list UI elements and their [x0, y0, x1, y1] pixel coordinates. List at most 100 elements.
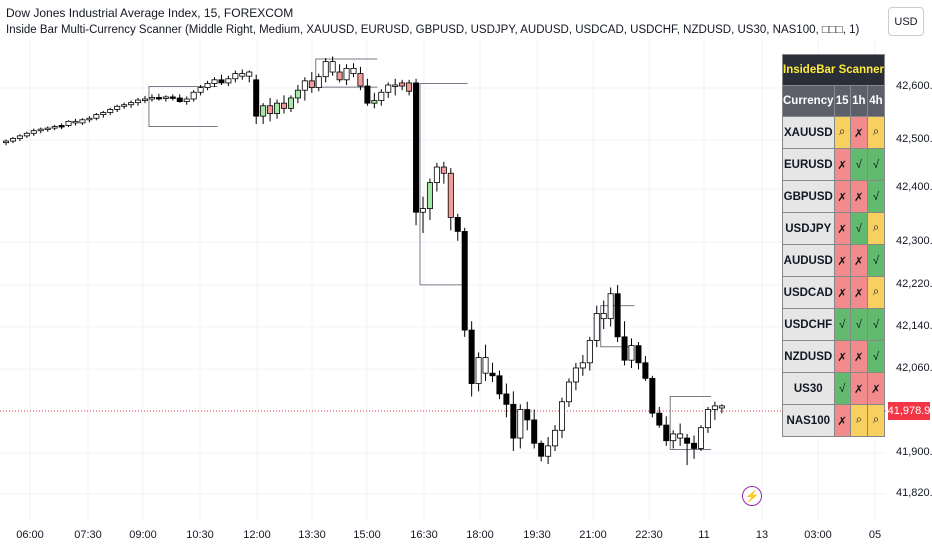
scanner-row-xauusd: XAUUSD ⌕ ✗ ⌕ — [782, 116, 886, 149]
scanner-row-eurusd: EURUSD ✗ √ √ — [782, 148, 886, 181]
candle-body — [336, 71, 343, 81]
signal-cell: ✗ — [849, 244, 868, 277]
symbol-cell: EURUSD — [782, 148, 835, 181]
price-tick-label: 42,400.0 — [896, 181, 932, 193]
candle-body — [572, 367, 579, 383]
candle-body — [426, 182, 433, 209]
candle-body — [371, 100, 378, 104]
signal-cell: ⌕ — [849, 404, 868, 437]
candle-body — [691, 442, 698, 449]
signal-cell: ⌕ — [866, 276, 886, 309]
current-price-label: 41,978.9 — [888, 402, 930, 420]
candle-body — [107, 109, 114, 113]
signal-cell: ⌕ — [833, 116, 851, 149]
candle-body — [253, 79, 260, 117]
signal-cell: ✗ — [833, 404, 851, 437]
candle-body — [23, 132, 30, 137]
candle-body — [183, 98, 190, 103]
candle-body — [280, 102, 287, 109]
candle-body — [656, 412, 663, 426]
price-tick-label: 41,900.0 — [896, 446, 932, 458]
candle-body — [621, 336, 628, 361]
time-tick-label: 11 — [698, 529, 710, 541]
signal-cell: ⌕ — [866, 116, 886, 149]
candle-body — [552, 429, 559, 447]
candle-body — [579, 362, 586, 369]
scanner-row-usdcad: USDCAD ✗ ✗ ⌕ — [782, 276, 886, 309]
candle-body — [218, 79, 225, 84]
time-tick-label: 16:30 — [410, 529, 438, 541]
candle-body — [718, 405, 725, 409]
symbol-cell: USDCAD — [782, 276, 835, 309]
candle-body — [565, 381, 572, 403]
candle-body — [406, 82, 413, 92]
symbol-cell: NZDUSD — [782, 340, 835, 373]
time-tick-label: 12:00 — [243, 529, 271, 541]
lightning-icon[interactable]: ⚡ — [742, 486, 762, 506]
signal-cell: √ — [849, 308, 868, 341]
price-tick-label: 42,500.0 — [896, 133, 932, 145]
candle-body — [128, 102, 135, 106]
signal-cell: ⌕ — [866, 212, 886, 245]
candle-body — [392, 84, 399, 87]
time-tick-label: 09:00 — [129, 529, 157, 541]
candle-body — [308, 80, 315, 88]
symbol-cell: USDCHF — [782, 308, 835, 341]
candle-body — [141, 98, 148, 101]
candle-body — [447, 172, 454, 218]
column-header-4h: 4h — [866, 85, 886, 117]
candle-body — [190, 91, 197, 100]
candle-body — [510, 403, 517, 439]
candle-body — [586, 340, 593, 364]
candle-body — [357, 73, 364, 87]
symbol-cell: NAS100 — [782, 404, 835, 437]
candle-body — [517, 409, 524, 439]
time-tick-label: 06:00 — [16, 529, 44, 541]
candle-body — [496, 375, 503, 395]
candle-body — [65, 120, 72, 126]
inside-bar-range — [669, 396, 711, 450]
candle-body — [475, 357, 482, 384]
scanner-row-audusd: AUDUSD ✗ ✗ √ — [782, 244, 886, 277]
candle-body — [16, 135, 23, 139]
inside-bar-range — [315, 58, 378, 88]
column-header-1h: 1h — [849, 85, 868, 117]
candle-body — [343, 67, 350, 81]
candle-body — [197, 87, 204, 93]
signal-cell: ✗ — [849, 116, 868, 149]
signal-cell: ✗ — [866, 372, 886, 405]
insidebar-scanner-table: InsideBar Scanner Currency 15 1h 4h XAUU… — [782, 54, 886, 437]
candle-body — [211, 79, 218, 84]
candle-body — [440, 166, 447, 174]
price-tick-label: 41,820.0 — [896, 487, 932, 499]
price-tick-label: 42,600.0 — [896, 80, 932, 92]
candle-body — [711, 405, 718, 410]
scanner-row-nas100: NAS100 ✗ ⌕ ⌕ — [782, 404, 886, 437]
candle-body — [663, 424, 670, 442]
candle-body — [148, 97, 155, 100]
symbol-cell: GBPUSD — [782, 180, 835, 213]
signal-cell: √ — [866, 340, 886, 373]
scanner-row-usdchf: USDCHF √ √ √ — [782, 308, 886, 341]
candle-body — [287, 97, 294, 109]
time-tick-label: 18:00 — [466, 529, 494, 541]
signal-cell: √ — [833, 372, 851, 405]
candle-body — [93, 114, 100, 119]
column-header-currency: Currency — [782, 85, 835, 117]
candle-body — [44, 127, 51, 130]
candle-body — [239, 73, 246, 77]
candle-body — [100, 112, 107, 115]
signal-cell: √ — [866, 308, 886, 341]
currency-button[interactable]: USD — [888, 7, 924, 36]
time-tick-label: 22:30 — [635, 529, 663, 541]
candle-body — [628, 345, 635, 361]
candle-body — [37, 128, 44, 132]
candle-body — [274, 102, 281, 114]
candle-body — [364, 85, 371, 104]
candle-body — [607, 293, 614, 320]
candle-body — [294, 89, 301, 99]
scanner-row-nzdusd: NZDUSD ✗ ✗ √ — [782, 340, 886, 373]
signal-cell: √ — [849, 212, 868, 245]
signal-cell: ✗ — [833, 212, 851, 245]
